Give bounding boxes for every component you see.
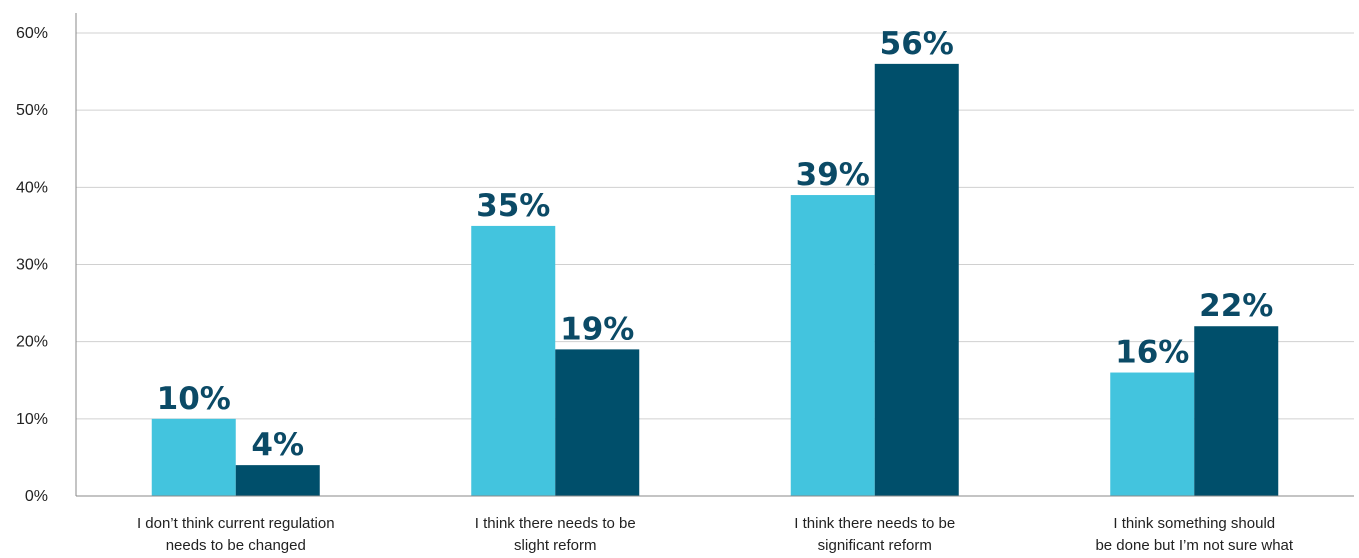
data-label: 19% [560,311,634,347]
data-label: 10% [157,381,231,417]
category-label: significant reform [818,537,932,554]
bars [152,64,1279,496]
data-label: 22% [1199,288,1273,324]
bar [1194,326,1278,496]
y-tick-label: 50% [16,102,48,119]
category-label: I don’t think current regulation [137,515,335,532]
bar [236,465,320,496]
y-tick-label: 40% [16,179,48,196]
bar [875,64,959,496]
data-label: 56% [880,26,954,62]
data-label: 35% [476,188,550,224]
category-label: slight reform [514,537,597,554]
bar [1110,373,1194,496]
y-tick-label: 0% [25,488,48,505]
y-tick-label: 10% [16,411,48,428]
category-label: I think there needs to be [475,515,636,532]
bar [152,419,236,496]
category-label: needs to be changed [166,537,306,554]
data-label: 4% [251,427,304,463]
data-label: 39% [796,157,870,193]
bar [471,226,555,496]
bar [555,349,639,496]
bar [791,195,875,496]
y-tick-label: 20% [16,334,48,351]
data-labels: 10% 4% 35% 19% 39% 56% 16% 22% [157,26,1274,463]
y-tick-label: 30% [16,257,48,274]
y-axis-ticks: 0% 10% 20% 30% 40% 50% 60% [16,25,48,505]
category-label: I think something should [1113,515,1275,532]
data-label: 16% [1115,335,1189,371]
category-label: be done but I’m not sure what [1095,537,1293,554]
category-labels: I don’t think current regulation needs to… [137,515,1294,554]
category-label: I think there needs to be [794,515,955,532]
y-tick-label: 60% [16,25,48,42]
